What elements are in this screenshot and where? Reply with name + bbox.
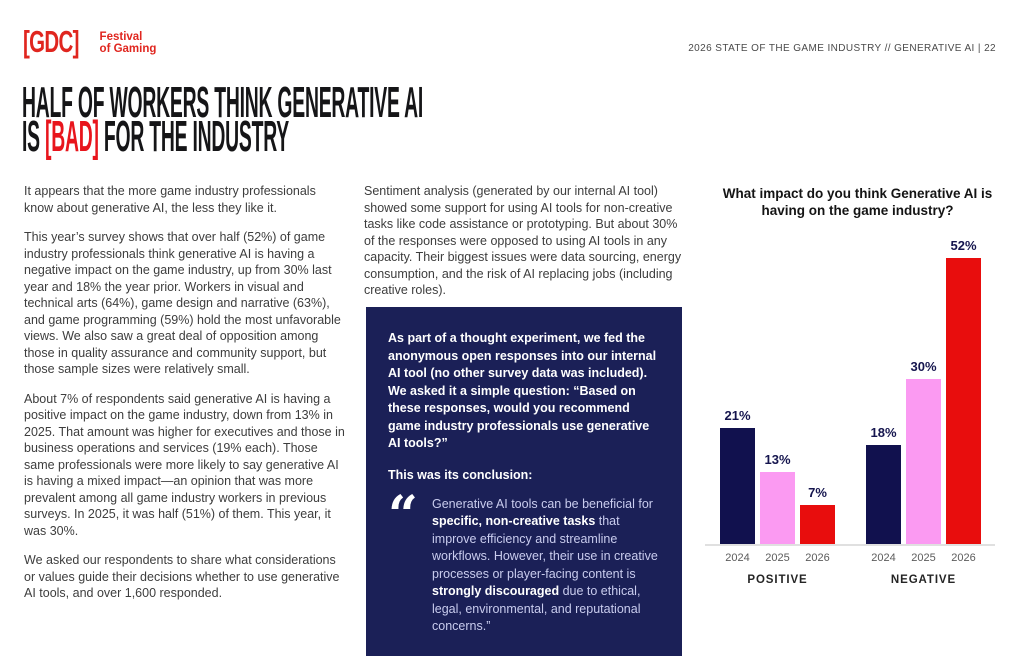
left-paragraph-2: This year’s survey shows that over half …: [24, 230, 341, 376]
bar-value-label: 21%: [724, 408, 751, 423]
gdc-logo-line1: Festival: [99, 31, 143, 43]
gdc-logo-text: Festival of Gaming: [100, 31, 157, 55]
panel-paragraph: As part of a thought experiment, we fed …: [388, 331, 657, 450]
gdc-logo-mark: [GDC]: [23, 24, 79, 59]
gdc-logo-line2: of Gaming: [99, 43, 157, 55]
bar-negative-2025: [906, 379, 941, 544]
bar-wrap-positive-2025: 13%: [760, 452, 795, 544]
bar-value-label: 18%: [870, 425, 897, 440]
xaxis-group-positive: 2024 2025 2026: [720, 552, 835, 564]
xaxis-label: 2025: [765, 552, 790, 564]
bar-wrap-negative-2024: 18%: [866, 425, 901, 544]
middle-intro-paragraph: Sentiment analysis (generated by our int…: [364, 184, 682, 297]
bar-value-label: 52%: [950, 238, 977, 253]
bar-positive-2025: [760, 472, 795, 544]
bar-positive-2024: [720, 428, 755, 544]
bar-value-label: 7%: [808, 485, 827, 500]
bar-wrap-positive-2026: 7%: [800, 485, 835, 544]
bar-group-positive: 21% 13% 7%: [720, 408, 835, 544]
chart-group-labels: POSITIVE NEGATIVE: [705, 574, 995, 586]
quote-text: Generative AI tools can be beneficial fo…: [432, 496, 658, 634]
xaxis-label: 2024: [871, 552, 896, 564]
group-label-positive: POSITIVE: [747, 574, 808, 586]
panel-quote: “ Generative AI tools can be beneficial …: [388, 484, 662, 636]
xaxis-group-negative: 2024 2025 2026: [866, 552, 981, 564]
report-breadcrumb: 2026 STATE OF THE GAME INDUSTRY // GENER…: [688, 43, 996, 54]
bar-wrap-negative-2026: 52%: [946, 238, 981, 544]
gdc-logo: [GDC] Festival of Gaming: [23, 24, 157, 59]
xaxis-label: 2024: [725, 552, 750, 564]
page-title-line2-post: FOR THE INDUSTRY: [98, 112, 289, 161]
left-paragraph-1: It appears that the more game industry p…: [24, 184, 316, 215]
impact-bar-chart: What impact do you think Generative AI i…: [700, 185, 1015, 586]
page-title-line2-pre: IS: [22, 112, 46, 161]
middle-column: Sentiment analysis (generated by our int…: [364, 183, 686, 312]
left-column: It appears that the more game industry p…: [24, 183, 346, 615]
bar-wrap-negative-2025: 30%: [906, 359, 941, 544]
bar-value-label: 30%: [910, 359, 937, 374]
left-paragraph-3: About 7% of respondents said generative …: [24, 391, 345, 538]
page-title: HALF OF WORKERS THINK GENERATIVE AI IS […: [22, 78, 424, 159]
chart-plot: 21% 13% 7% 18% 30% 52%: [705, 236, 995, 546]
bar-negative-2024: [866, 445, 901, 544]
xaxis-label: 2026: [805, 552, 830, 564]
left-paragraph-4: We asked our respondents to share what c…: [24, 553, 340, 600]
page-title-line1: HALF OF WORKERS THINK GENERATIVE AI: [22, 78, 424, 127]
chart-title: What impact do you think Generative AI i…: [722, 186, 993, 218]
report-page: { "colors": { "brand_red": "#E0261F", "a…: [22, 24, 1015, 656]
quote-icon: “: [388, 484, 418, 546]
thought-experiment-panel: As part of a thought experiment, we fed …: [366, 307, 682, 656]
group-label-negative: NEGATIVE: [890, 574, 957, 586]
page-title-line2: IS [BAD] FOR THE INDUSTRY: [22, 115, 423, 159]
bar-wrap-positive-2024: 21%: [720, 408, 755, 544]
xaxis-label: 2025: [911, 552, 936, 564]
xaxis-label: 2026: [951, 552, 976, 564]
page-title-accent: [BAD]: [45, 112, 99, 161]
bar-value-label: 13%: [764, 452, 791, 467]
bar-group-negative: 18% 30% 52%: [866, 238, 981, 544]
panel-conclusion-label: This was its conclusion:: [388, 467, 533, 482]
bar-positive-2026: [800, 505, 835, 544]
bar-negative-2026: [946, 258, 981, 544]
chart-xaxis: 2024 2025 2026 2024 2025 2026: [705, 552, 995, 564]
